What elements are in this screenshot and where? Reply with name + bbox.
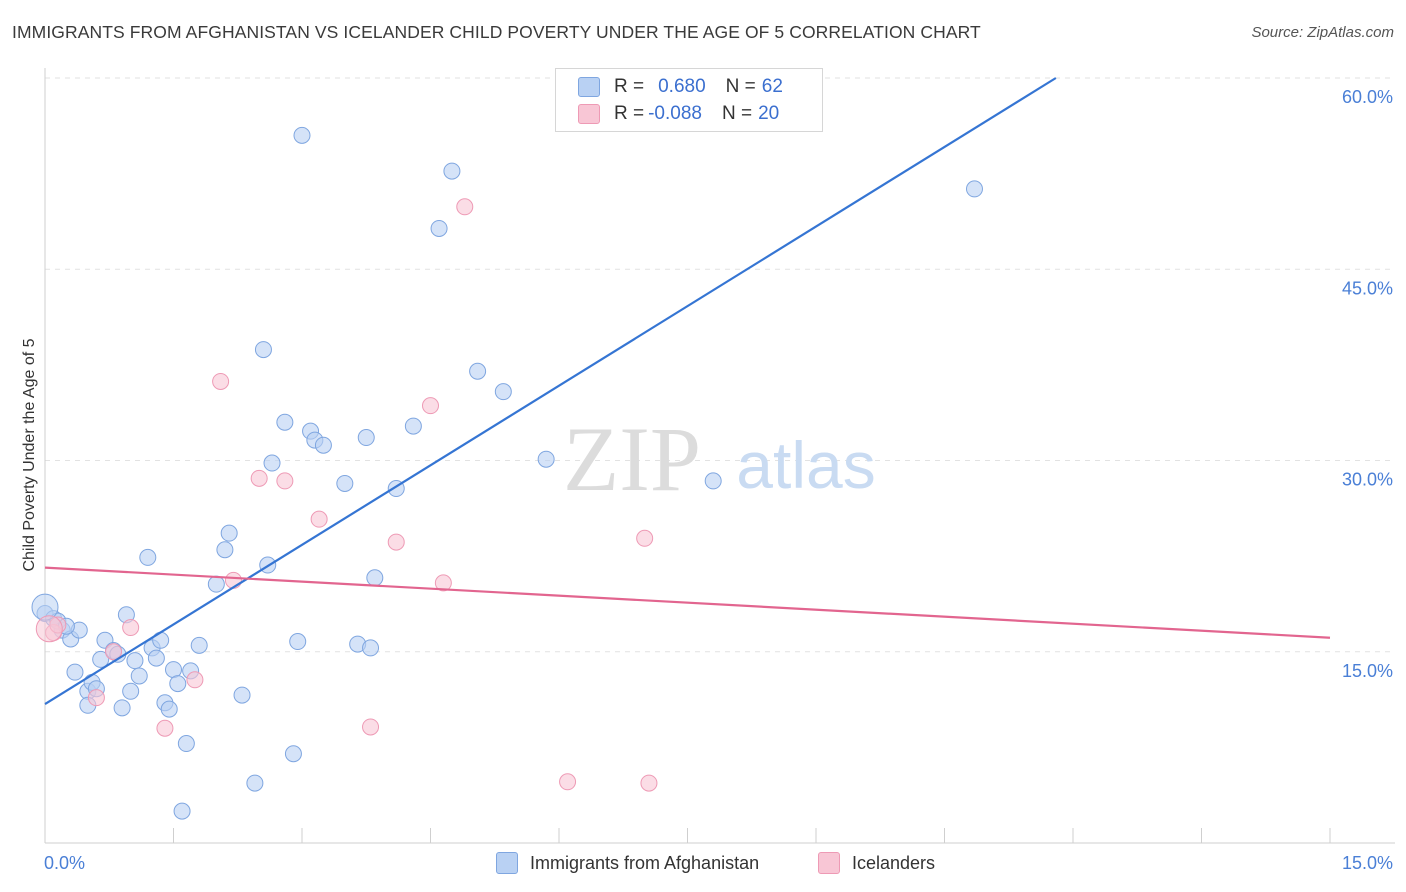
y-axis-label: Child Poverty Under the Age of 5 [21,338,38,572]
data-point-icelanders [422,397,439,415]
data-point-afghanistan [284,745,302,763]
watermark-atlas: atlas [736,428,875,502]
data-point-afghanistan [293,126,311,144]
data-point-afghanistan [704,472,722,490]
data-point-afghanistan [314,436,332,454]
legend-item-icelanders[interactable]: Icelanders [818,852,935,874]
data-point-icelanders [387,533,405,551]
data-point-afghanistan [246,774,264,792]
legend-n-value: 20 [758,103,780,124]
data-point-afghanistan [263,454,281,472]
legend-r-value: -0.088 [648,103,702,124]
axes [44,68,1395,844]
y-tick-label: 30.0% [1342,470,1393,490]
trend-line-afghanistan [44,77,1057,705]
data-point-afghanistan [122,682,140,700]
legend-item-afghanistan[interactable]: Immigrants from Afghanistan [496,852,759,874]
watermark: ZIP atlas [563,408,876,510]
watermark-zip: ZIP [563,408,701,510]
data-point-icelanders [87,689,105,707]
data-point-afghanistan [173,802,191,820]
data-point-afghanistan [276,413,294,431]
data-point-icelanders [250,469,268,487]
data-point-afghanistan [537,450,555,468]
legend-n-value: 62 [761,76,783,97]
legend-swatch-blue [496,852,518,874]
data-point-afghanistan [216,541,234,559]
legend-r-label: R = [614,76,645,97]
data-point-afghanistan [126,652,144,670]
data-point-afghanistan [113,699,131,717]
data-point-icelanders [35,615,63,643]
x-tick-label: 0.0% [44,853,85,873]
data-point-icelanders [105,643,123,661]
y-tick-label: 15.0% [1342,661,1393,681]
data-point-icelanders [122,619,140,637]
data-point-afghanistan [190,636,208,654]
legend-row-icelanders: R = -0.088 N = 20 [578,102,779,126]
correlation-legend: R = 0.680 N = 62 R = -0.088 N = 20 [555,68,823,132]
data-point-icelanders [362,718,380,736]
data-point-afghanistan [443,162,461,180]
chart-title: IMMIGRANTS FROM AFGHANISTAN VS ICELANDER… [12,22,981,42]
data-point-afghanistan [494,383,512,401]
data-point-afghanistan [404,417,422,435]
data-point-afghanistan [430,219,448,237]
legend-label-icelanders: Icelanders [852,852,936,873]
data-point-afghanistan [366,569,384,587]
grid-lines [45,77,1395,653]
data-point-icelanders [434,574,452,592]
data-point-icelanders [156,719,174,737]
legend-n-label: N = [725,76,756,97]
legend-n-label: N = [721,103,753,124]
data-point-icelanders [310,510,328,528]
data-point-afghanistan [207,575,225,593]
data-point-icelanders [186,671,204,689]
data-point-icelanders [212,372,230,390]
data-point-afghanistan [336,474,354,492]
data-point-afghanistan [165,661,182,679]
data-point-icelanders [276,472,294,490]
legend-r-label: R = [614,103,645,124]
data-point-afghanistan [362,639,380,657]
data-point-afghanistan [357,429,375,447]
y-tick-label: 45.0% [1342,278,1393,298]
data-point-icelanders [224,571,242,589]
source-note: Source: ZipAtlas.com [1251,24,1394,41]
data-point-afghanistan [220,524,238,542]
data-point-afghanistan [254,341,272,359]
data-point-afghanistan [233,686,251,704]
series-icelanders-points [35,198,658,792]
data-point-afghanistan [160,700,178,718]
data-point-afghanistan [92,650,110,668]
data-point-afghanistan [289,633,307,651]
legend-swatch-pink [578,104,600,124]
data-point-icelanders [559,773,577,791]
x-tick-label: 15.0% [1342,853,1393,873]
legend-swatch-blue [578,77,600,97]
series-afghanistan-points [31,126,983,820]
y-tick-label: 60.0% [1342,87,1393,107]
series-legend: Immigrants from Afghanistan Icelanders [0,852,1406,878]
legend-label-afghanistan: Immigrants from Afghanistan [530,852,760,873]
legend-row-afghanistan: R = 0.680 N = 62 [578,75,783,99]
trend-line-icelanders [44,566,1331,639]
data-point-afghanistan [965,180,983,198]
data-point-afghanistan [469,362,487,380]
data-point-icelanders [640,774,658,792]
data-point-afghanistan [177,735,195,753]
data-point-icelanders [456,198,474,216]
data-point-afghanistan [169,675,187,693]
legend-swatch-pink [818,852,840,874]
data-point-afghanistan [130,667,148,685]
tick-labels: 15.0% 30.0% 45.0% 60.0% 0.0% 15.0% [44,87,1393,873]
data-point-afghanistan [147,649,165,667]
data-point-afghanistan [139,548,157,566]
trend-lines [44,77,1331,705]
data-point-afghanistan [66,663,84,681]
data-point-icelanders [636,529,654,547]
legend-r-value: 0.680 [658,76,706,97]
